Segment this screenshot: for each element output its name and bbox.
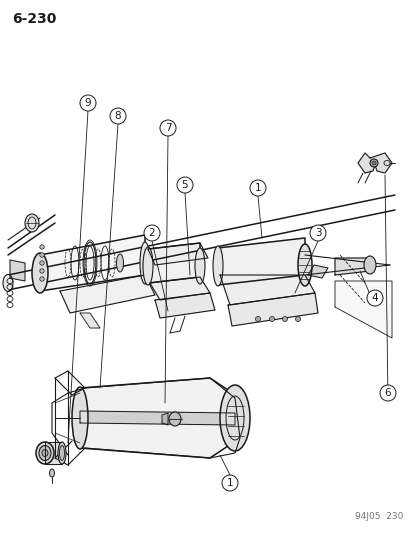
Ellipse shape <box>58 442 66 464</box>
Circle shape <box>249 180 266 196</box>
Polygon shape <box>334 281 391 338</box>
Ellipse shape <box>25 214 39 232</box>
Ellipse shape <box>140 242 150 284</box>
Circle shape <box>110 108 126 124</box>
Ellipse shape <box>142 247 153 285</box>
Ellipse shape <box>36 442 54 464</box>
Circle shape <box>159 120 176 136</box>
Polygon shape <box>161 413 168 425</box>
Polygon shape <box>228 293 317 326</box>
Circle shape <box>221 475 237 491</box>
Polygon shape <box>147 243 199 283</box>
Circle shape <box>80 95 96 111</box>
Circle shape <box>309 225 325 241</box>
Ellipse shape <box>363 256 375 274</box>
Text: 94J05  230: 94J05 230 <box>354 512 402 521</box>
Polygon shape <box>307 265 327 278</box>
Ellipse shape <box>169 412 180 426</box>
Polygon shape <box>357 153 391 173</box>
Circle shape <box>40 253 44 257</box>
Polygon shape <box>154 293 214 318</box>
Text: 9: 9 <box>85 98 91 108</box>
Text: 1: 1 <box>226 478 233 488</box>
Ellipse shape <box>212 246 223 286</box>
Circle shape <box>371 161 375 165</box>
Polygon shape <box>334 258 369 275</box>
Circle shape <box>366 290 382 306</box>
Ellipse shape <box>32 253 48 293</box>
Text: 6: 6 <box>384 388 390 398</box>
Text: 2: 2 <box>148 228 155 238</box>
Ellipse shape <box>3 274 13 292</box>
Text: 1: 1 <box>254 183 261 193</box>
Circle shape <box>40 269 44 273</box>
Circle shape <box>369 159 377 167</box>
Circle shape <box>295 317 300 321</box>
Text: 6-230: 6-230 <box>12 12 56 26</box>
Circle shape <box>40 277 44 281</box>
Ellipse shape <box>116 254 123 272</box>
Ellipse shape <box>195 248 204 284</box>
Ellipse shape <box>50 469 55 477</box>
Polygon shape <box>150 277 209 300</box>
Circle shape <box>144 225 159 241</box>
Polygon shape <box>60 275 154 313</box>
Ellipse shape <box>72 387 88 449</box>
Text: 8: 8 <box>114 111 121 121</box>
Polygon shape <box>45 442 62 464</box>
Ellipse shape <box>297 244 311 286</box>
Polygon shape <box>80 378 240 458</box>
Polygon shape <box>80 313 100 328</box>
Circle shape <box>269 317 274 321</box>
Polygon shape <box>80 411 235 425</box>
Ellipse shape <box>59 446 64 461</box>
Ellipse shape <box>39 446 51 461</box>
Polygon shape <box>10 260 25 281</box>
Ellipse shape <box>219 385 249 451</box>
Polygon shape <box>218 238 304 285</box>
Circle shape <box>255 317 260 321</box>
Text: 3: 3 <box>314 228 320 238</box>
Text: 4: 4 <box>371 293 377 303</box>
Polygon shape <box>219 275 314 305</box>
Text: 7: 7 <box>164 123 171 133</box>
Circle shape <box>282 317 287 321</box>
Polygon shape <box>147 243 207 265</box>
Circle shape <box>177 177 192 193</box>
Text: 5: 5 <box>181 180 188 190</box>
Circle shape <box>379 385 395 401</box>
Circle shape <box>40 245 44 249</box>
Ellipse shape <box>42 449 48 456</box>
Circle shape <box>40 261 44 265</box>
Polygon shape <box>40 235 145 291</box>
